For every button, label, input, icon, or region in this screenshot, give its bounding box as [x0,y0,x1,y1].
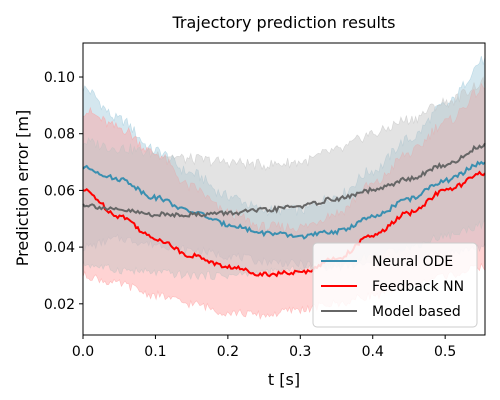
x-tick-label: 0.0 [72,344,94,360]
legend: Neural ODE Feedback NN Model based [312,242,478,328]
x-tick-label: 0.2 [217,344,239,360]
x-tick-label: 0.1 [144,344,166,360]
x-axis-label: t [s] [268,370,300,389]
y-tick-label: 0.06 [44,183,75,199]
plot-frame [82,42,486,336]
line-feedback-nn [82,170,486,278]
x-tick-label: 0.4 [362,344,384,360]
legend-items: Neural ODE Feedback NN Model based [321,254,464,320]
legend-box [312,242,478,328]
line-model-based [82,142,486,219]
x-tick-label: 0.3 [289,344,311,360]
legend-label-neural-ode: Neural ODE [372,254,453,270]
y-axis-label: Prediction error [m] [13,110,32,266]
x-axis: 0.0 0.1 0.2 0.3 0.4 0.5 [72,335,456,360]
legend-label-model-based: Model based [372,304,461,320]
y-axis: 0.02 0.04 0.06 0.08 0.10 [44,70,83,313]
y-tick-label: 0.08 [44,127,75,143]
y-tick-label: 0.10 [44,70,75,86]
legend-label-feedback-nn: Feedback NN [372,279,464,295]
y-tick-label: 0.02 [44,297,75,313]
y-tick-label: 0.04 [44,240,75,256]
series-lines [82,142,486,278]
chart-title: Trajectory prediction results [171,13,395,32]
line-neural-ode [82,160,486,240]
x-tick-label: 0.5 [434,344,456,360]
